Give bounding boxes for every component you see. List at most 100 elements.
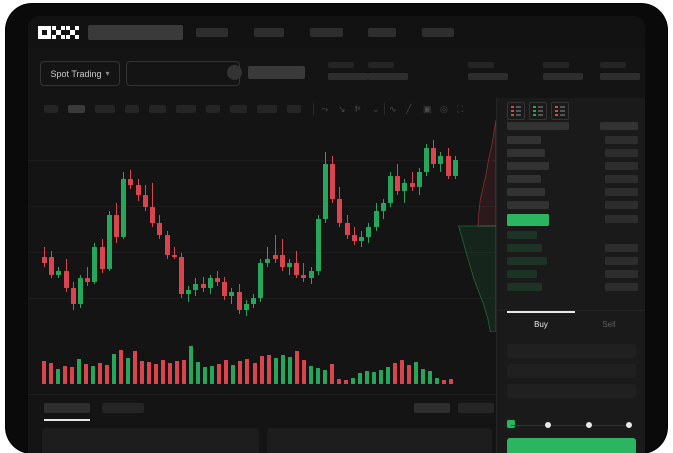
orderbook-ask-price[interactable]	[507, 188, 545, 196]
orderbook-bid-amount[interactable]	[605, 270, 638, 278]
orderbook-bid-price[interactable]	[507, 257, 547, 265]
nav-item-2[interactable]	[254, 28, 284, 37]
orderbook-ask-amount[interactable]	[605, 188, 638, 196]
settings-gear-icon[interactable]: ◎	[440, 104, 448, 114]
candle-body	[423, 147, 429, 172]
nav-item-1[interactable]	[196, 28, 228, 37]
nav-item-4[interactable]	[368, 28, 396, 37]
timeframe-9[interactable]	[257, 105, 277, 113]
search-input[interactable]	[88, 25, 183, 40]
spot-trading-dropdown[interactable]: Spot Trading ▾	[40, 61, 120, 86]
orderbook-bid-amount[interactable]	[605, 257, 638, 265]
orderbook-ask-amount[interactable]	[605, 162, 638, 170]
orderbook-ask-price[interactable]	[507, 175, 541, 183]
timeframe-5[interactable]	[149, 105, 166, 113]
orderbook-bid-amount[interactable]	[605, 283, 638, 291]
orderbook-ask-price[interactable]	[507, 149, 545, 157]
orderbook-ask-amount[interactable]	[605, 149, 638, 157]
candlestick	[106, 120, 112, 326]
timeframe-4[interactable]	[125, 105, 139, 113]
orderbook-view-both-icon[interactable]	[507, 102, 525, 120]
snapshot-camera-icon[interactable]: ▣	[423, 104, 432, 114]
timeframe-3[interactable]	[95, 105, 115, 113]
price-candlestick-chart[interactable]	[28, 120, 496, 332]
orderbook-ask-amount[interactable]	[605, 175, 638, 183]
bottom-panel-right[interactable]	[267, 428, 492, 453]
okx-logo-icon[interactable]	[38, 26, 79, 39]
volume-bar	[224, 359, 229, 384]
app-screen: Spot Trading ▾ ▾ ⤳ ↘ fˣ ⌄ ∿ ╱ ▣ ◎ ⛶ Buy	[28, 16, 645, 453]
stepper-dot-0[interactable]	[507, 420, 515, 428]
orderbook-view-asks-icon[interactable]	[551, 102, 569, 120]
candlestick	[323, 120, 329, 326]
bottom-tab-2[interactable]	[102, 403, 144, 413]
candle-body	[315, 219, 321, 271]
order-price-field[interactable]	[507, 344, 636, 358]
orderbook-rows[interactable]	[497, 122, 645, 308]
candle-body	[229, 292, 235, 297]
orderbook-view-bids-icon[interactable]	[529, 102, 547, 120]
indicators-icon[interactable]: fˣ	[355, 104, 361, 114]
bid-depth-area	[458, 225, 496, 332]
candlestick	[114, 120, 120, 326]
bottom-tab-1[interactable]	[44, 403, 90, 413]
chart-gridline	[28, 252, 496, 253]
bottom-action-2[interactable]	[458, 403, 494, 413]
logo-pixel	[46, 26, 51, 31]
volume-bar	[175, 361, 180, 384]
order-amount-field[interactable]	[507, 364, 636, 378]
orderbook-ask-amount[interactable]	[605, 201, 638, 209]
candlestick	[251, 120, 256, 326]
stepper-dot-2[interactable]	[585, 422, 592, 428]
stepper-dot-1[interactable]	[545, 422, 552, 428]
candlestick	[279, 120, 285, 326]
orderbook-bid-amount[interactable]	[605, 244, 638, 252]
order-total-field[interactable]	[507, 384, 636, 398]
timeframe-8[interactable]	[230, 105, 247, 113]
orderbook-bid-price[interactable]	[507, 244, 542, 252]
wave-indicator-icon[interactable]: ∿	[389, 104, 397, 114]
orderbook-last-price[interactable]	[507, 214, 549, 226]
timeframe-2[interactable]	[68, 105, 85, 113]
place-order-button[interactable]	[507, 438, 636, 453]
logo-pixel	[52, 26, 57, 31]
volume-bar	[350, 378, 355, 384]
nav-item-3[interactable]	[310, 28, 343, 37]
nav-item-5[interactable]	[422, 28, 454, 37]
trading-pair-select[interactable]: ▾	[126, 61, 240, 86]
orderbook-ask-price[interactable]	[507, 201, 549, 209]
stepper-dot-3[interactable]	[626, 422, 632, 428]
bottom-panel-left[interactable]	[42, 428, 259, 453]
line-chart-icon[interactable]: ↘	[338, 104, 346, 114]
volume-bar	[154, 363, 159, 384]
candle-body	[142, 195, 148, 208]
timeframe-1[interactable]	[44, 105, 58, 113]
pair-name-label	[248, 66, 305, 79]
fullscreen-expand-icon[interactable]: ⛶	[457, 104, 464, 114]
orderbook-ask-price[interactable]	[507, 162, 549, 170]
volume-bar	[441, 379, 446, 384]
chart-type-chevron-icon[interactable]: ⌄	[372, 104, 380, 114]
candle-body	[287, 262, 293, 267]
bottom-action-1[interactable]	[414, 403, 450, 413]
orderbook-bid-price[interactable]	[507, 283, 542, 291]
volume-bar	[189, 346, 194, 384]
timeframe-7[interactable]	[206, 105, 220, 113]
tab-sell[interactable]: Sell	[602, 320, 616, 329]
orderbook-bid-price[interactable]	[507, 231, 537, 239]
timeframe-10[interactable]	[287, 105, 301, 113]
volume-bar	[406, 364, 411, 384]
orderbook-ask-amount[interactable]	[605, 136, 638, 144]
volume-bar	[343, 379, 348, 384]
candlestick	[416, 120, 422, 326]
tab-buy[interactable]: Buy	[534, 320, 548, 329]
amount-percent-stepper[interactable]	[507, 420, 636, 430]
candle-body	[387, 175, 393, 204]
logo-pixel	[66, 34, 71, 39]
candlestick	[301, 120, 307, 326]
timeframe-6[interactable]	[176, 105, 196, 113]
candlestick-chart-icon[interactable]: ⤳	[321, 104, 329, 114]
orderbook-ask-price[interactable]	[507, 136, 541, 144]
drawing-tools-icon[interactable]: ╱	[406, 104, 412, 114]
orderbook-bid-price[interactable]	[507, 270, 537, 278]
